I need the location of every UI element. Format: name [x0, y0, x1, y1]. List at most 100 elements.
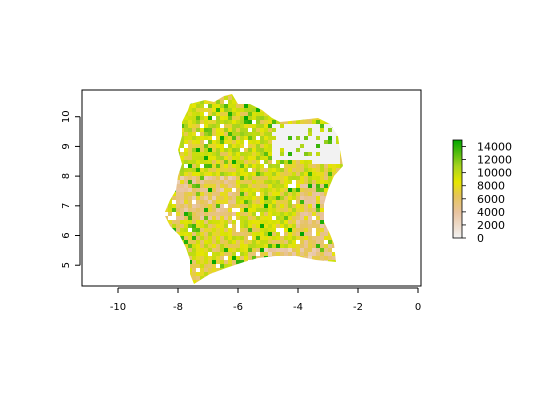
raster-cell — [288, 120, 292, 124]
raster-cell — [188, 124, 192, 128]
raster-cell — [332, 172, 336, 176]
raster-cell — [216, 276, 220, 280]
raster-cell — [252, 204, 256, 208]
raster-cell — [196, 156, 200, 160]
raster-cell — [236, 140, 240, 144]
raster-cell — [192, 184, 196, 188]
raster-cell — [244, 140, 248, 144]
raster-cell — [200, 104, 204, 108]
raster-cell — [184, 192, 188, 196]
raster-cell — [172, 208, 176, 212]
raster-cell — [204, 148, 208, 152]
raster-cell — [320, 236, 324, 240]
raster-cell — [192, 240, 196, 244]
raster-cell — [204, 272, 208, 276]
raster-cell — [332, 192, 336, 196]
raster-cell — [244, 156, 248, 160]
raster-cell — [280, 216, 284, 220]
raster-cell — [304, 196, 308, 200]
raster-cell — [312, 148, 316, 152]
raster-cell — [300, 192, 304, 196]
raster-cell — [248, 144, 252, 148]
raster-cell — [312, 172, 316, 176]
raster-cell — [212, 168, 216, 172]
raster-cell — [288, 228, 292, 232]
raster-cell — [196, 256, 200, 260]
raster-cell — [180, 94, 184, 96]
raster-cell — [252, 252, 256, 256]
raster-cell — [272, 184, 276, 188]
raster-cell — [304, 208, 308, 212]
raster-cell — [296, 112, 300, 116]
raster-cell — [288, 280, 292, 284]
raster-cell — [304, 112, 308, 116]
raster-cell — [204, 208, 208, 212]
raster-cell — [276, 208, 280, 212]
raster-cell — [316, 192, 320, 196]
raster-cell — [252, 152, 256, 156]
raster-cell — [320, 96, 324, 100]
raster-cell — [160, 168, 164, 172]
raster-cell — [272, 94, 276, 96]
raster-cell — [224, 104, 228, 108]
raster-cell — [208, 228, 212, 232]
raster-cell — [168, 100, 172, 104]
raster-cell — [212, 136, 216, 140]
raster-cell — [276, 196, 280, 200]
raster-cell — [168, 272, 172, 276]
raster-cell — [296, 208, 300, 212]
raster-cell — [244, 232, 248, 236]
raster-cell — [212, 256, 216, 260]
raster-cell — [192, 124, 196, 128]
raster-cell — [252, 212, 256, 216]
raster-cell — [180, 148, 184, 152]
raster-cell — [288, 104, 292, 108]
raster-cell — [284, 128, 288, 132]
raster-cell — [288, 164, 292, 168]
raster-cell — [236, 104, 240, 108]
raster-cell — [172, 252, 176, 256]
raster-cell — [268, 216, 272, 220]
raster-cell — [228, 196, 232, 200]
raster-cell — [204, 140, 208, 144]
raster-cell — [256, 160, 260, 164]
raster-cell — [320, 152, 324, 156]
raster-cell — [200, 208, 204, 212]
raster-cell — [308, 112, 312, 116]
raster-cell — [232, 244, 236, 248]
raster-cell — [320, 224, 324, 228]
raster-cell — [212, 148, 216, 152]
raster-cell — [228, 240, 232, 244]
raster-cell — [256, 188, 260, 192]
raster-cell — [332, 280, 336, 284]
raster-cell — [260, 148, 264, 152]
raster-cell — [160, 276, 164, 280]
raster-cell — [296, 228, 300, 232]
raster-cell — [176, 280, 180, 284]
raster-cell — [280, 124, 284, 128]
raster-cell — [280, 200, 284, 204]
raster-cell — [204, 108, 208, 112]
raster-cell — [236, 268, 240, 272]
raster-cell — [312, 104, 316, 108]
raster-cell — [268, 116, 272, 120]
raster-cell — [160, 144, 164, 148]
raster-cell — [220, 124, 224, 128]
raster-cell — [332, 180, 336, 184]
raster-cell — [320, 116, 324, 120]
raster-cell — [160, 248, 164, 252]
raster-cell — [184, 124, 188, 128]
raster-cell — [160, 176, 164, 180]
raster-cell — [244, 144, 248, 148]
raster-cell — [332, 96, 336, 100]
raster-cell — [212, 152, 216, 156]
raster-cell — [248, 188, 252, 192]
raster-cell — [164, 240, 168, 244]
raster-cell — [268, 204, 272, 208]
raster-cell — [312, 128, 316, 132]
raster-cell — [160, 220, 164, 224]
raster-cell — [172, 200, 176, 204]
raster-cell — [344, 252, 348, 256]
raster-cell — [288, 156, 292, 160]
raster-cell — [276, 120, 280, 124]
